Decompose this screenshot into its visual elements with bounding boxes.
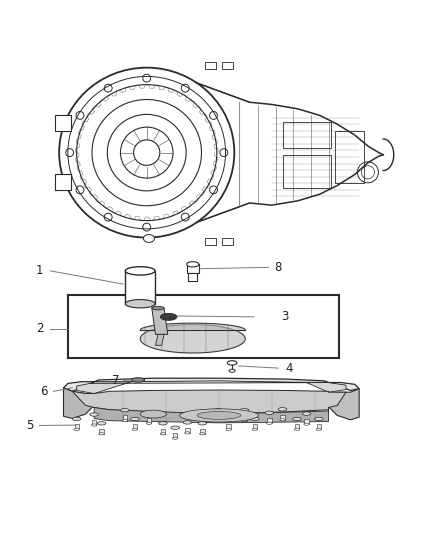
Polygon shape: [72, 390, 346, 414]
Ellipse shape: [293, 417, 301, 421]
Polygon shape: [295, 424, 299, 430]
Ellipse shape: [140, 410, 166, 418]
Polygon shape: [253, 424, 257, 430]
Polygon shape: [152, 308, 168, 334]
Ellipse shape: [144, 235, 154, 243]
Polygon shape: [92, 420, 96, 425]
Ellipse shape: [240, 408, 249, 412]
Polygon shape: [304, 419, 309, 424]
Ellipse shape: [146, 422, 152, 424]
Ellipse shape: [120, 408, 129, 412]
Polygon shape: [226, 424, 231, 430]
Polygon shape: [140, 325, 245, 353]
Bar: [222, 61, 233, 69]
Ellipse shape: [145, 411, 153, 415]
Ellipse shape: [252, 429, 258, 431]
Polygon shape: [200, 429, 205, 434]
Polygon shape: [133, 424, 137, 430]
Polygon shape: [74, 424, 79, 430]
Polygon shape: [317, 424, 321, 430]
Bar: [187, 264, 199, 273]
Polygon shape: [77, 381, 346, 393]
Text: 6: 6: [40, 385, 48, 398]
Ellipse shape: [131, 378, 145, 382]
Ellipse shape: [183, 421, 192, 424]
Bar: [55, 115, 71, 131]
Ellipse shape: [97, 422, 106, 425]
Ellipse shape: [132, 429, 138, 431]
Text: 1: 1: [35, 264, 43, 277]
Ellipse shape: [74, 429, 79, 431]
Ellipse shape: [314, 417, 323, 421]
Polygon shape: [155, 334, 164, 345]
Polygon shape: [161, 429, 165, 434]
Ellipse shape: [214, 408, 223, 412]
Ellipse shape: [294, 429, 300, 431]
Polygon shape: [64, 388, 94, 418]
Polygon shape: [94, 408, 328, 423]
Polygon shape: [64, 378, 359, 391]
Text: 5: 5: [26, 419, 33, 432]
Bar: [205, 238, 216, 246]
Polygon shape: [216, 415, 220, 421]
Ellipse shape: [160, 313, 177, 320]
Ellipse shape: [304, 423, 309, 425]
Polygon shape: [242, 415, 247, 421]
Ellipse shape: [122, 419, 127, 422]
Ellipse shape: [92, 424, 97, 426]
Ellipse shape: [224, 417, 233, 421]
Ellipse shape: [302, 412, 311, 415]
Ellipse shape: [160, 433, 166, 435]
Bar: [283, 122, 331, 148]
Bar: [222, 238, 233, 246]
Polygon shape: [99, 429, 104, 434]
Text: 4: 4: [285, 361, 293, 375]
Ellipse shape: [180, 409, 258, 422]
Ellipse shape: [229, 369, 235, 372]
Bar: [188, 273, 197, 280]
Ellipse shape: [197, 411, 241, 419]
Ellipse shape: [265, 411, 274, 415]
Ellipse shape: [215, 419, 221, 422]
Ellipse shape: [131, 417, 139, 421]
Ellipse shape: [171, 426, 180, 430]
Ellipse shape: [278, 408, 287, 411]
Ellipse shape: [226, 429, 231, 431]
Text: 2: 2: [35, 322, 43, 335]
Ellipse shape: [242, 419, 247, 422]
Polygon shape: [328, 389, 359, 420]
Polygon shape: [280, 415, 285, 420]
Ellipse shape: [125, 300, 155, 308]
Bar: [283, 155, 331, 188]
Polygon shape: [123, 415, 127, 421]
Ellipse shape: [227, 361, 237, 365]
Polygon shape: [173, 433, 177, 438]
Ellipse shape: [316, 429, 321, 431]
Ellipse shape: [267, 422, 272, 424]
Polygon shape: [267, 418, 272, 423]
Ellipse shape: [99, 433, 104, 435]
Ellipse shape: [280, 419, 285, 421]
Ellipse shape: [200, 433, 205, 435]
Ellipse shape: [187, 262, 199, 267]
Ellipse shape: [251, 417, 259, 421]
Ellipse shape: [152, 306, 164, 310]
Ellipse shape: [125, 266, 155, 275]
Bar: [125, 271, 155, 304]
Ellipse shape: [198, 422, 207, 425]
Text: 3: 3: [281, 310, 288, 324]
Ellipse shape: [185, 432, 190, 434]
Polygon shape: [147, 418, 151, 423]
Bar: [68, 295, 339, 359]
Bar: [205, 61, 216, 69]
Bar: [335, 131, 364, 183]
Ellipse shape: [173, 437, 178, 439]
Polygon shape: [185, 427, 190, 433]
Ellipse shape: [90, 413, 99, 416]
Ellipse shape: [72, 417, 81, 421]
Bar: [55, 174, 71, 190]
Ellipse shape: [159, 422, 167, 425]
Text: 8: 8: [275, 261, 282, 274]
Text: 7: 7: [112, 374, 120, 387]
